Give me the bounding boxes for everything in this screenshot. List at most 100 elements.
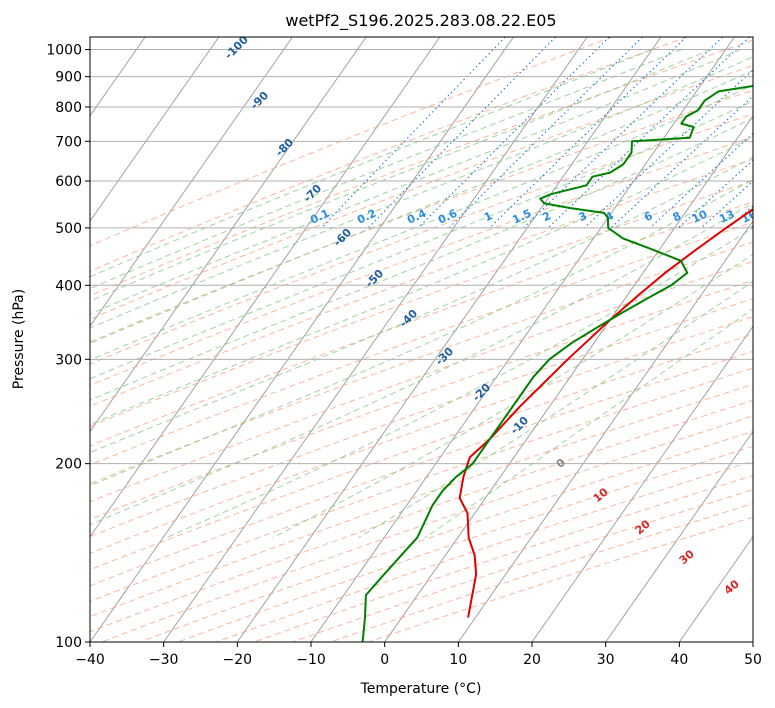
- dry-adiabat: [254, 474, 753, 642]
- dry-adiabat: [90, 298, 753, 538]
- dry-adiabat: [90, 37, 613, 247]
- dry-adiabat: [90, 367, 753, 602]
- y-tick-label: 200: [55, 457, 82, 473]
- x-tick-label: −20: [223, 652, 253, 668]
- dewpoint-profile-line: [361, 85, 753, 642]
- background-lines: [90, 37, 753, 642]
- dry-adiabat: [90, 158, 753, 407]
- dry-adiabat: [368, 516, 753, 642]
- dry-adiabat: [90, 180, 753, 427]
- moist-adiabat: [90, 84, 753, 361]
- y-tick-label: 900: [55, 70, 82, 86]
- isotherm-line: [163, 37, 588, 642]
- dry-adiabat: [90, 64, 753, 320]
- plot-frame: [89, 36, 754, 643]
- mixing-ratio-label: 10: [690, 207, 710, 225]
- temperature-profile-line: [458, 208, 753, 618]
- dry-adiabat: [90, 37, 688, 272]
- moist-adiabat: [90, 49, 741, 315]
- y-tick-label: 400: [55, 278, 82, 294]
- dry-adiabat: [90, 260, 753, 503]
- isotherm-label: -40: [397, 307, 420, 330]
- isoline-labels: 0.10.20.40.611.52346810131620253036-100-…: [222, 37, 775, 597]
- dry-adiabat: [90, 333, 753, 571]
- mixing-ratio-line: [448, 37, 643, 229]
- isotherm-line: [90, 37, 514, 642]
- x-tick-label: 50: [744, 652, 762, 668]
- mixing-ratio-label: 8: [671, 209, 683, 224]
- dry-adiabat: [90, 89, 753, 343]
- dry-adiabat: [90, 241, 753, 485]
- isotherm-line: [90, 37, 220, 222]
- dry-adiabat: [101, 415, 753, 642]
- moist-adiabat: [90, 136, 753, 426]
- dry-adiabat: [90, 221, 753, 466]
- isotherm-line: [752, 641, 753, 642]
- dry-adiabat: [90, 201, 753, 447]
- isotherm-label: -20: [470, 381, 493, 404]
- mixing-ratio-line: [547, 37, 750, 229]
- moist-adiabat: [358, 280, 753, 539]
- moist-adiabat: [90, 70, 753, 344]
- isotherm-label: -50: [363, 267, 386, 290]
- isotherm-line: [90, 37, 441, 538]
- profile-series: [361, 85, 753, 642]
- mixing-ratio-label: 20: [764, 207, 775, 225]
- y-tick-label: 800: [55, 100, 82, 116]
- dry-adiabat: [90, 383, 753, 618]
- dry-adiabat: [90, 136, 753, 386]
- mixing-ratio-line: [367, 37, 556, 229]
- dry-adiabat: [330, 503, 753, 642]
- mixing-ratio-line: [523, 37, 724, 229]
- dry-adiabat: [90, 399, 753, 633]
- moist-adiabat-label: 30: [677, 547, 697, 567]
- moist-adiabat: [90, 178, 753, 487]
- dry-adiabat: [90, 316, 753, 554]
- x-axis-label: Temperature (°C): [360, 681, 482, 697]
- pressure-grid: [90, 49, 753, 643]
- x-tick-label: 40: [670, 652, 688, 668]
- x-tick-label: 10: [449, 652, 467, 668]
- y-axis-ticks: 1000 900 800 700 600 500 400 300 200 100: [46, 43, 90, 651]
- mixing-ratio-line: [584, 69, 753, 229]
- moist-adiabat-label: 40: [722, 577, 742, 597]
- mixing-ratio-line: [728, 205, 753, 229]
- dry-adiabat: [90, 39, 753, 297]
- moist-adiabat: [272, 253, 753, 539]
- moist-adiabat: [90, 156, 753, 454]
- mixing-ratio-label: 2: [541, 209, 553, 224]
- isotherm-label: -90: [248, 89, 271, 112]
- x-tick-label: 0: [380, 652, 389, 668]
- y-tick-label: 100: [55, 635, 82, 651]
- moist-adiabat: [90, 117, 753, 401]
- mixing-ratio-label: 1: [482, 209, 494, 224]
- isotherm-line: [457, 220, 753, 642]
- dry-adiabat: [90, 279, 753, 520]
- dry-adiabat: [139, 430, 753, 642]
- dry-adiabat: [90, 113, 753, 365]
- moist-adiabat-label: 20: [633, 517, 653, 537]
- isotherm-label: -60: [331, 226, 354, 249]
- y-tick-label: 300: [55, 352, 82, 368]
- moist-adiabat-label: 10: [591, 485, 611, 505]
- isotherm-line: [236, 37, 662, 642]
- isotherm-label: -80: [273, 136, 296, 159]
- isotherm-line: [678, 535, 753, 642]
- x-tick-label: 30: [597, 652, 615, 668]
- mixing-ratio-line: [750, 225, 753, 229]
- mixing-ratio-label: 13: [717, 208, 736, 226]
- mixing-ratio-label: 0.1: [308, 207, 331, 227]
- moist-adiabat: [90, 202, 753, 526]
- y-tick-label: 1000: [46, 43, 82, 59]
- y-tick-label: 500: [55, 221, 82, 237]
- mixing-ratio-line: [489, 37, 687, 229]
- x-tick-label: −10: [296, 652, 326, 668]
- x-tick-label: −40: [75, 652, 105, 668]
- x-tick-label: −30: [149, 652, 179, 668]
- isotherm-line: [531, 325, 753, 642]
- x-axis-ticks: −40 −30 −20 −10 0 10 20 30 40 50: [75, 642, 762, 668]
- mixing-ratio-label: 6: [642, 209, 655, 224]
- isotherm-label: -10: [508, 414, 531, 437]
- isotherm-label: -70: [301, 182, 324, 205]
